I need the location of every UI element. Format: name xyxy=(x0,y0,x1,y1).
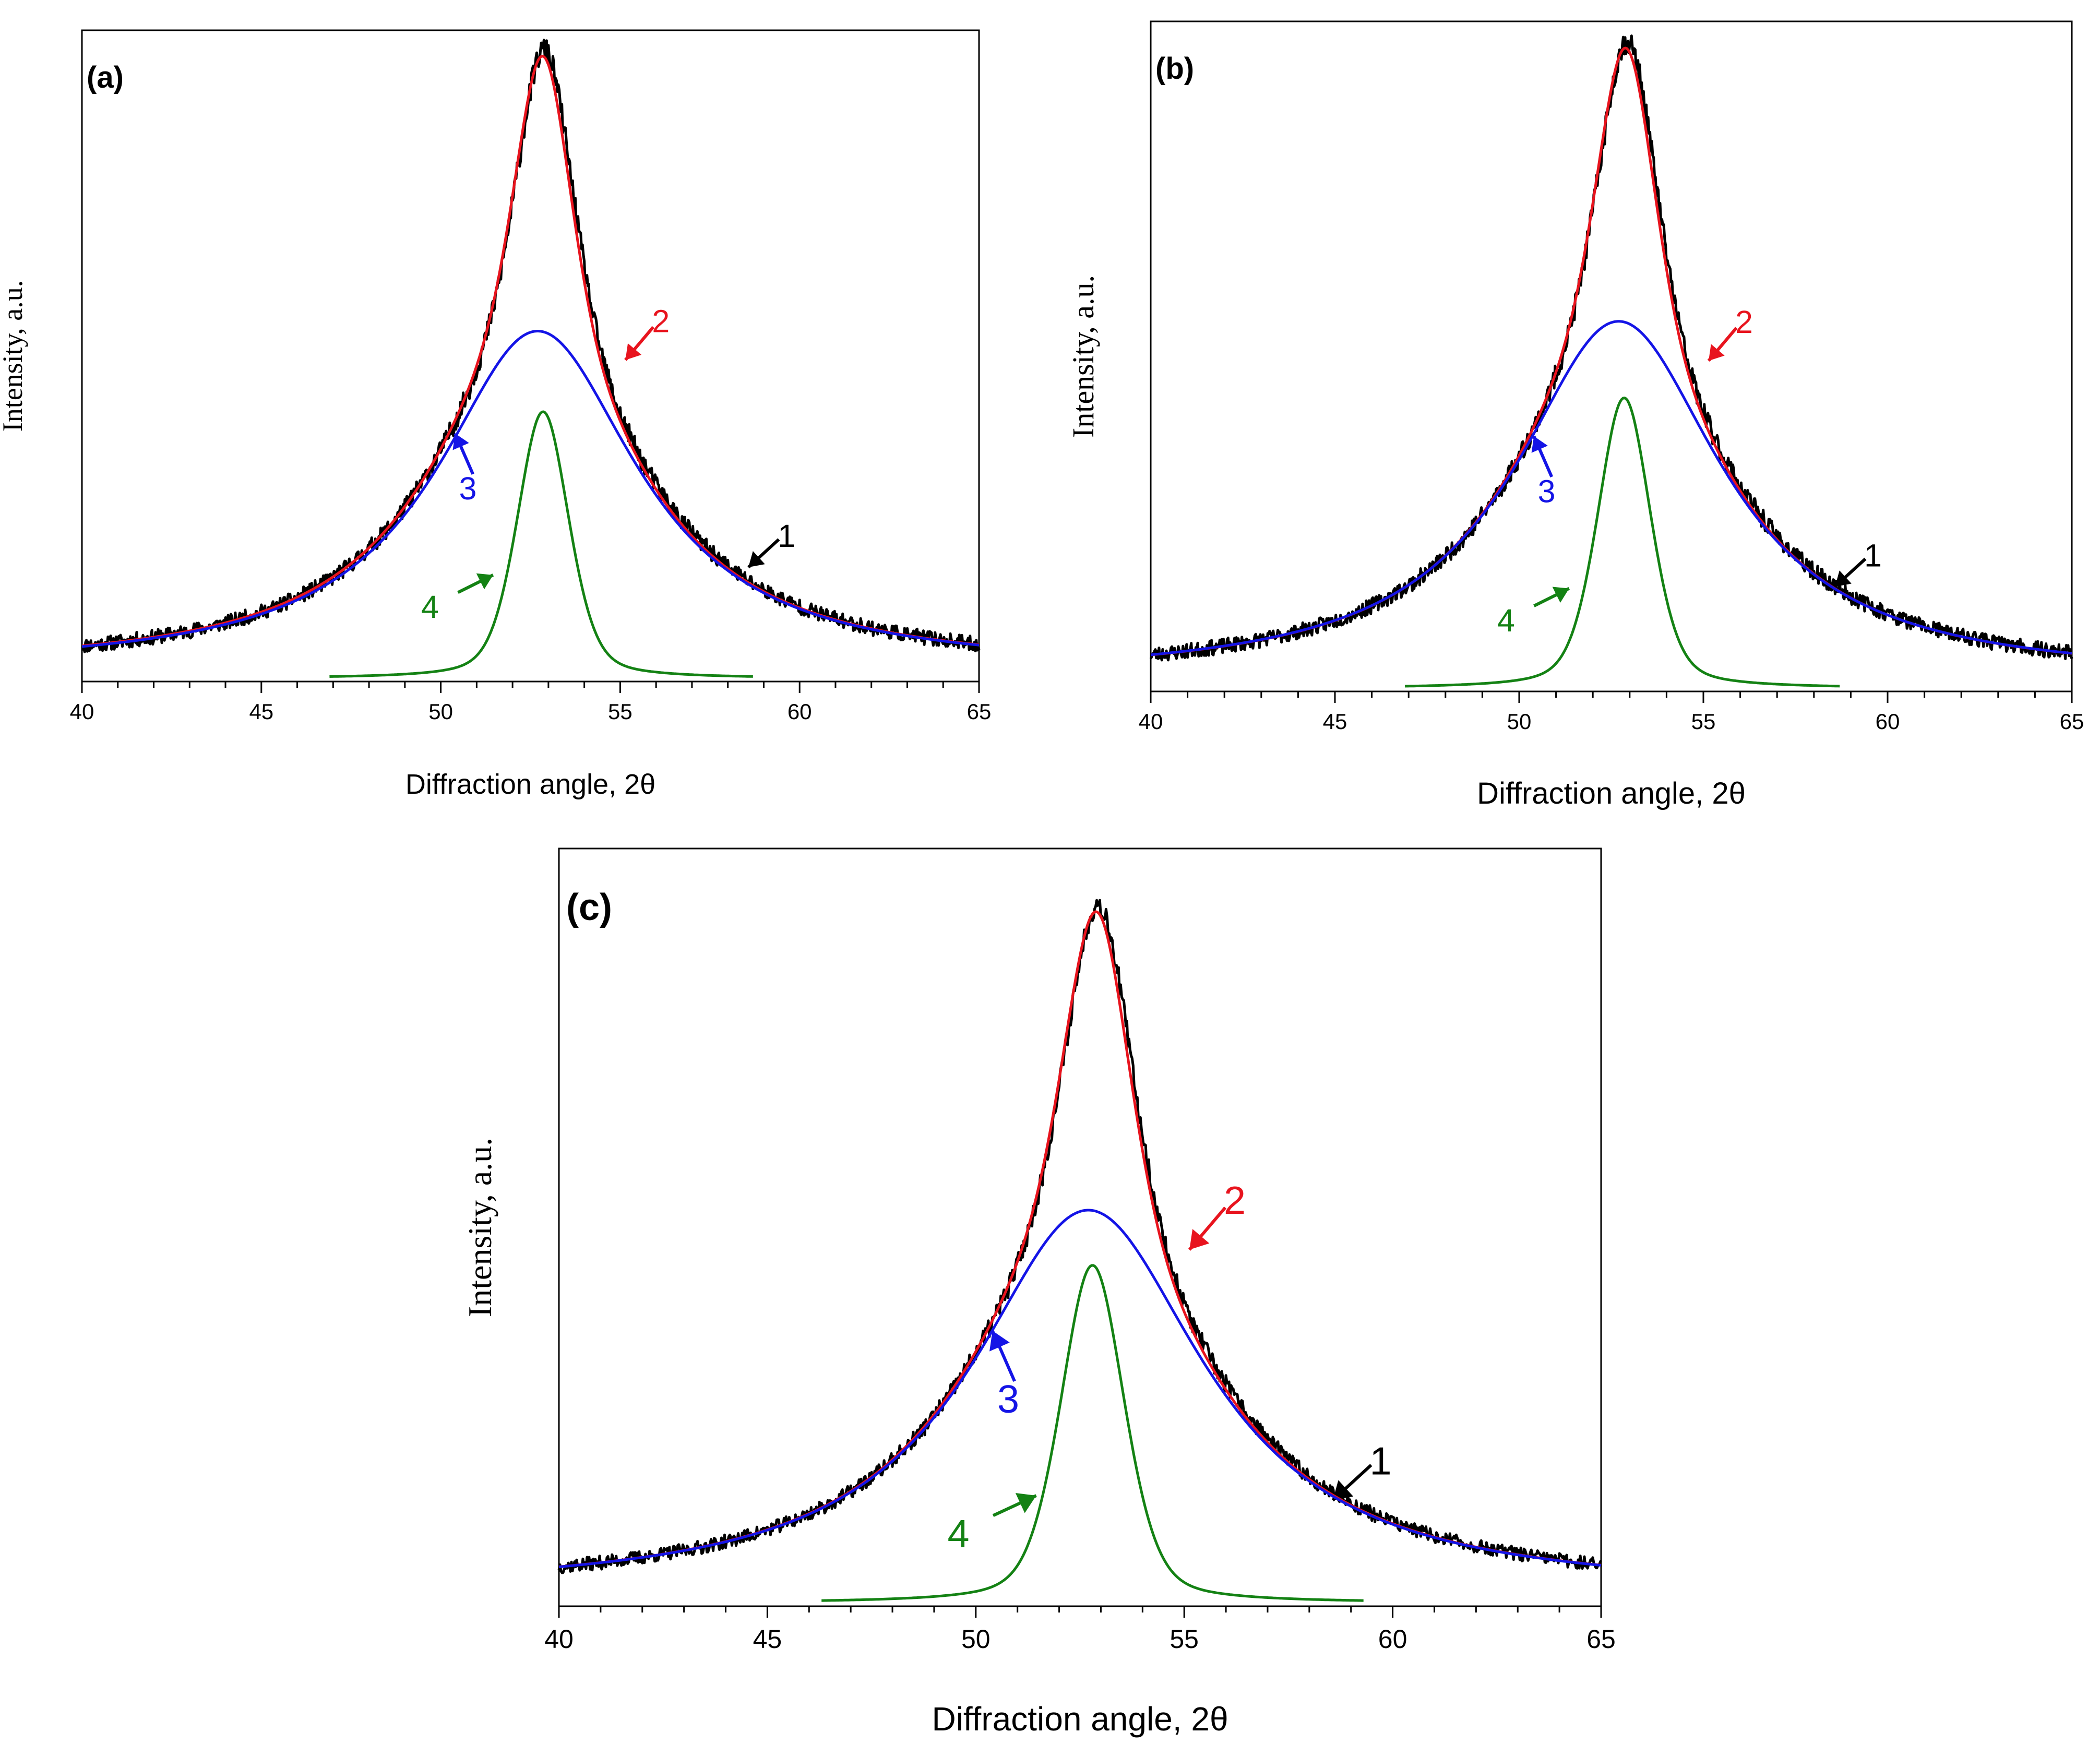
x-tick-label: 55 xyxy=(608,699,633,724)
plot-frame xyxy=(558,847,1602,1607)
x-tick-label: 50 xyxy=(961,1624,991,1654)
curve-label-1: 1 xyxy=(1864,537,1882,573)
curve-arrowhead-2 xyxy=(1189,1229,1210,1250)
chart-panel-1: 40 45 50 55 60 65 Diffraction angle, 2θ Intensi… xyxy=(0,29,992,800)
x-tick-label: 65 xyxy=(2060,709,2084,734)
x-tick-label: 45 xyxy=(753,1624,782,1654)
curve-label-2: 2 xyxy=(1224,1179,1246,1223)
curve-label-1: 1 xyxy=(1370,1440,1392,1484)
series-curve-1 xyxy=(1149,34,2073,662)
panel-label: (b) xyxy=(1155,52,1194,86)
curve-arrowhead-1 xyxy=(1835,570,1852,587)
x-axis-title: Diffraction angle, 2θ xyxy=(932,1700,1228,1738)
series-curve-1 xyxy=(557,899,1603,1574)
x-tick-label: 65 xyxy=(967,699,992,724)
x-tick-label: 40 xyxy=(70,699,94,724)
chart-panel-3: 40 45 50 55 60 65 Diffraction angle, 2θ Intensi… xyxy=(461,847,1616,1738)
x-tick-label: 55 xyxy=(1691,709,1716,734)
y-axis-title: Intensity, a.u. xyxy=(1066,275,1100,438)
x-tick-label: 40 xyxy=(544,1624,574,1654)
curve-label-2: 2 xyxy=(652,303,670,339)
curve-label-3: 3 xyxy=(997,1378,1019,1421)
curve-arrowhead-3 xyxy=(989,1331,1010,1352)
curve-arrowhead-2 xyxy=(1709,344,1725,361)
series-curve-2 xyxy=(1150,46,2072,656)
x-tick-label: 55 xyxy=(1170,1624,1199,1654)
x-tick-label: 65 xyxy=(1586,1624,1616,1654)
curve-arrowhead-3 xyxy=(452,433,469,450)
y-axis-title: Intensity, a.u. xyxy=(0,280,28,432)
series-curve-3 xyxy=(1150,320,2072,656)
x-axis-title: Diffraction angle, 2θ xyxy=(405,769,655,800)
panel-label: (a) xyxy=(87,61,124,94)
y-axis-title: Intensity, a.u. xyxy=(461,1138,498,1317)
curve-arrowhead-2 xyxy=(625,343,642,360)
curve-label-2: 2 xyxy=(1735,304,1753,340)
x-axis-title: Diffraction angle, 2θ xyxy=(1477,777,1746,810)
series-curve-3 xyxy=(81,330,980,648)
x-tick-label: 45 xyxy=(249,699,273,724)
plot-frame xyxy=(1150,20,2073,692)
curve-label-4: 4 xyxy=(421,589,439,625)
panel-label: (c) xyxy=(566,887,612,928)
series-curve-3 xyxy=(558,1209,1602,1569)
x-tick-label: 60 xyxy=(1876,709,1900,734)
curve-label-1: 1 xyxy=(778,518,795,554)
curve-arrowhead-4 xyxy=(476,573,493,590)
curve-label-4: 4 xyxy=(1497,603,1515,638)
series-curve-2 xyxy=(558,910,1602,1568)
curve-label-3: 3 xyxy=(459,471,477,506)
series-curve-4 xyxy=(1405,397,1840,688)
series-curve-4 xyxy=(329,410,753,678)
series-curve-1 xyxy=(81,39,981,653)
x-tick-label: 60 xyxy=(787,699,812,724)
curve-label-3: 3 xyxy=(1538,474,1556,509)
curve-arrowhead-3 xyxy=(1531,436,1548,453)
series-curve-4 xyxy=(821,1264,1364,1602)
x-tick-label: 50 xyxy=(428,699,453,724)
x-tick-label: 50 xyxy=(1507,709,1532,734)
x-tick-label: 40 xyxy=(1139,709,1163,734)
series-curve-2 xyxy=(81,55,980,648)
curve-arrowhead-4 xyxy=(1015,1493,1036,1513)
curve-arrowhead-1 xyxy=(1332,1480,1354,1500)
x-tick-label: 60 xyxy=(1378,1624,1407,1654)
curve-label-4: 4 xyxy=(947,1512,969,1556)
x-tick-label: 45 xyxy=(1323,709,1347,734)
curve-arrowhead-1 xyxy=(748,551,765,568)
chart-panel-2: 40 45 50 55 60 65 Diffraction angle, 2θ Intensi… xyxy=(1066,20,2084,810)
plot-frame xyxy=(81,29,980,683)
curve-arrowhead-4 xyxy=(1552,587,1569,603)
